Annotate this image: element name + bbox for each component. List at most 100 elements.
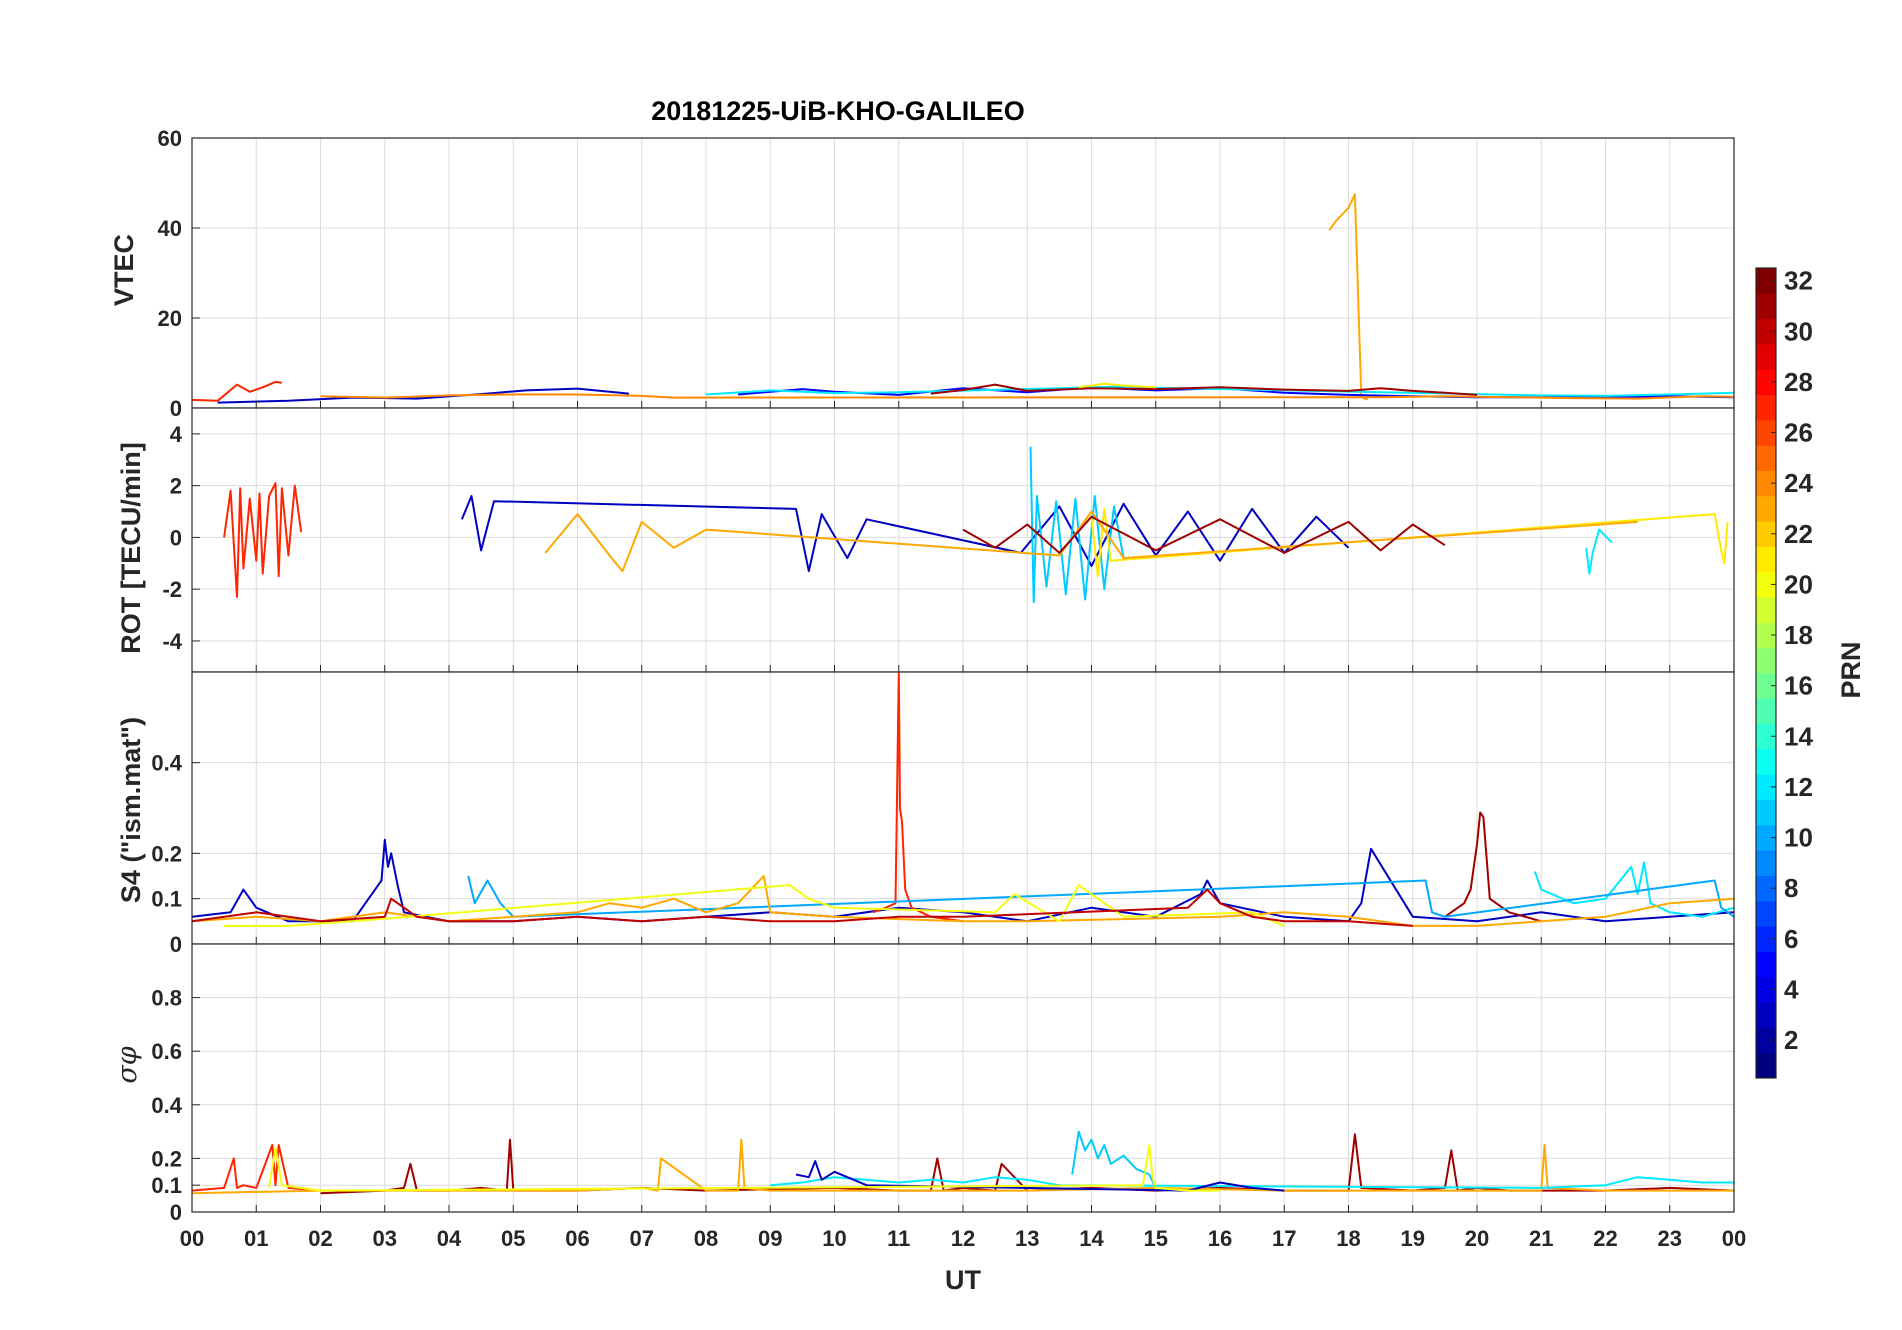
x-tick-label: 00 — [1722, 1226, 1746, 1251]
vtec-ylabel: VTEC — [109, 234, 139, 306]
sigma_phi-series-prn-12 — [770, 1176, 1734, 1189]
colorbar-segment-10 — [1756, 824, 1776, 851]
panel-rot: -4 -2 0 2 4 ROT [TECU/min] — [116, 407, 1735, 673]
colorbar-segment-11 — [1756, 799, 1776, 826]
colorbar-tick-label: 12 — [1784, 772, 1813, 802]
x-tick-label: 12 — [951, 1226, 975, 1251]
colorbar-label: PRN — [1836, 641, 1866, 698]
colorbar-tick-label: 4 — [1784, 974, 1799, 1004]
s4-series-prn-27 — [872, 672, 964, 923]
colorbar-segment-13 — [1756, 748, 1776, 775]
chart-title: 20181225-UiB-KHO-GALILEO — [651, 96, 1025, 126]
vtec-ytick-label: 20 — [158, 306, 182, 331]
colorbar-segment-32 — [1756, 268, 1776, 294]
s4-ytick-label: 0.1 — [151, 887, 182, 912]
x-tick-label: 23 — [1658, 1226, 1682, 1251]
x-tick-label: 07 — [630, 1226, 654, 1251]
colorbar-segment-24 — [1756, 470, 1776, 497]
vtec-series-prn-24 — [320, 393, 1734, 400]
x-tick-label: 11 — [887, 1226, 910, 1251]
sigma_phi-ytick-label: 0.2 — [151, 1146, 182, 1171]
x-tick-label: 02 — [308, 1226, 332, 1251]
vtec-series-prn-21 — [1078, 382, 1156, 389]
sigma_phi-ytick-label: 0.4 — [151, 1093, 182, 1118]
x-tick-label: 14 — [1079, 1226, 1104, 1251]
vtec-series-prn-27 — [192, 380, 283, 402]
vtec-ytick-label: 60 — [158, 126, 182, 151]
rot-series-prn-11 — [1029, 446, 1125, 604]
s4-ytick-label: 0.4 — [151, 751, 182, 776]
rot-ytick-label: 2 — [170, 474, 182, 499]
colorbar-segment-8 — [1756, 875, 1776, 902]
s4-series-prn-31 — [1444, 811, 1542, 923]
panel-vtec: 0 20 40 60 VTEC — [109, 126, 1735, 421]
x-tick-label: 15 — [1144, 1226, 1168, 1251]
rot-ytick-label: 0 — [170, 525, 182, 550]
colorbar-segment-4 — [1756, 976, 1776, 1003]
colorbar-tick-label: 6 — [1784, 924, 1798, 954]
colorbar-segment-25 — [1756, 445, 1776, 471]
colorbar-segment-6 — [1756, 926, 1776, 952]
x-tick-label: 03 — [373, 1226, 397, 1251]
rot-ylabel: ROT [TECU/min] — [116, 442, 146, 653]
x-axis-title: UT — [945, 1265, 981, 1295]
sigma_phi-series-prn-20 — [268, 1144, 1220, 1192]
colorbar-segment-29 — [1756, 343, 1776, 370]
x-tick-label: 20 — [1465, 1226, 1489, 1251]
sigma_phi-frame — [191, 943, 1735, 1213]
x-tick-label: 13 — [1015, 1226, 1039, 1251]
colorbar-tick-label: 14 — [1784, 721, 1813, 751]
panel-sigma-phi: 00.10.2 0.4 0.6 0.8 σφ — [112, 943, 1735, 1225]
x-tick-label: 01 — [244, 1226, 268, 1251]
colorbar-segment-5 — [1756, 951, 1776, 978]
rot-series-prn-31 — [962, 515, 1446, 554]
x-tick-label: 21 — [1529, 1226, 1553, 1251]
colorbar-segment-30 — [1756, 318, 1776, 345]
vtec-ytick-label: 0 — [170, 396, 182, 421]
colorbar-tick-label: 32 — [1784, 266, 1813, 296]
colorbar-segment-21 — [1756, 546, 1776, 573]
sigma_phi-series-prn-11 — [1071, 1130, 1157, 1189]
s4-series-prn-10 — [467, 875, 1734, 918]
sigma-phi-ylabel: σφ — [112, 1046, 143, 1083]
s4-series-prn-20 — [224, 884, 1285, 927]
rot-series-prn-27 — [223, 482, 303, 598]
colorbar-segment-31 — [1756, 293, 1776, 320]
x-tick-label: 18 — [1336, 1226, 1360, 1251]
colorbar-segment-28 — [1756, 369, 1776, 396]
vtec-series-prn-31 — [930, 383, 1478, 396]
sigma_phi-ytick-label: 0.6 — [151, 1039, 182, 1064]
colorbar-segment-1 — [1756, 1052, 1776, 1079]
x-tick-label: 17 — [1272, 1226, 1296, 1251]
s4-series-prn-12 — [1533, 861, 1734, 918]
colorbar-tick-label: 20 — [1784, 569, 1813, 599]
s4-ylabel: S4 ("ism.mat") — [116, 717, 146, 903]
x-tick-label: 00 — [180, 1226, 204, 1251]
x-tick-label: 04 — [437, 1226, 462, 1251]
x-tick-label: 06 — [565, 1226, 589, 1251]
colorbar-segment-15 — [1756, 698, 1776, 725]
s4-series-prn-30 — [192, 888, 1413, 927]
colorbar-frame — [1755, 267, 1777, 1079]
x-tick-label: 22 — [1593, 1226, 1617, 1251]
x-tick-label: 05 — [501, 1226, 525, 1251]
rot-ytick-label: 4 — [170, 422, 183, 447]
sigma_phi-ytick-label: 0 — [170, 1200, 182, 1225]
s4-ytick-label: 0 — [170, 932, 182, 957]
s4-ytick-label: 0.2 — [151, 841, 182, 866]
panel-s4: 0 0.1 0.2 0.4 S4 ("ism.mat") — [116, 671, 1735, 957]
sigma_phi-series-prn-27 — [192, 1144, 321, 1192]
x-tick-label: 19 — [1401, 1226, 1425, 1251]
colorbar-segment-26 — [1756, 419, 1776, 446]
colorbar-segment-18 — [1756, 622, 1776, 649]
x-tick-label: 08 — [694, 1226, 718, 1251]
sigma_phi-ytick-label: 0.8 — [151, 986, 182, 1011]
colorbar-tick-label: 10 — [1784, 823, 1813, 853]
rot-series-prn-23 — [544, 510, 1638, 573]
colorbar-segment-16 — [1756, 673, 1776, 699]
colorbar-segment-12 — [1756, 774, 1776, 801]
colorbar-tick-label: 22 — [1784, 519, 1813, 549]
rot-series-prn-12 — [1585, 528, 1613, 575]
colorbar-segment-27 — [1756, 394, 1776, 421]
